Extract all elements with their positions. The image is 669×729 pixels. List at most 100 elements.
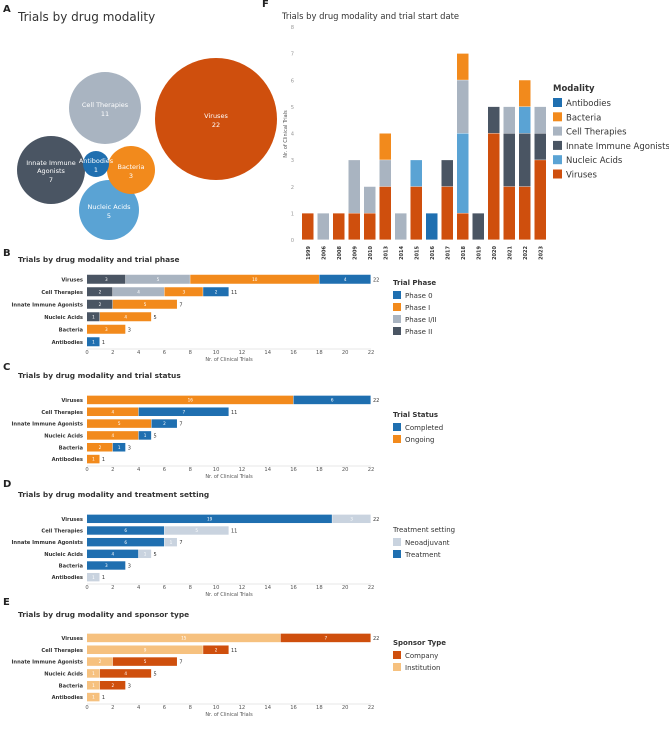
bar-viruses-phase-i-ii (125, 274, 190, 284)
segment-label: 2 (99, 445, 102, 450)
f-y-tick: 8 (291, 25, 294, 31)
f-bar-2021-cell-therapies (503, 106, 515, 134)
f-y-axis-label: Nr. of Clinical Trials (283, 110, 289, 158)
segment-label: 3 (105, 563, 108, 568)
bar-innate-immune-agonists-completed (151, 419, 177, 428)
x-tick: 22 (368, 705, 375, 711)
bar-bacteria-phase-i (87, 324, 126, 334)
segment-label: 7 (324, 636, 327, 641)
bubble-circle-innate-immune-agonists (17, 136, 85, 204)
bar-antibodies-neoadjuvant (87, 572, 100, 582)
x-tick: 2 (111, 350, 114, 356)
x-tick: 20 (342, 350, 349, 356)
segment-label: 15 (181, 636, 187, 641)
f-bar-2009-viruses (348, 213, 360, 240)
f-bar-2015-viruses (410, 186, 422, 240)
f-x-tick-2016: 2016 (430, 245, 436, 259)
x-tick: 22 (368, 467, 375, 473)
legend-swatch-ongoing (393, 435, 401, 443)
category-label-innate-immune-agonists: Innate Immune Agonists (12, 302, 84, 308)
segment-label: 1 (92, 683, 95, 688)
bubble-label-viruses: Viruses (204, 112, 228, 120)
f-y-tick: 4 (291, 132, 295, 138)
segment-label: 1 (92, 314, 95, 319)
f-bar-2023-cell-therapies (534, 106, 546, 134)
x-tick: 12 (239, 705, 246, 711)
segment-label: 2 (215, 647, 218, 652)
segment-label: 2 (99, 302, 102, 307)
legend-item-institution: Institution (405, 664, 440, 672)
x-tick: 16 (290, 350, 297, 356)
segment-label: 2 (111, 683, 114, 688)
f-bar-2022-nucleic-acids (519, 106, 531, 134)
legend-title-b: Trial Phase (393, 279, 436, 287)
panel-b-title: Trials by drug modality and trial phase (18, 255, 180, 264)
total-label-innate-immune-agonists: 7 (179, 540, 182, 546)
category-label-antibodies: Antibodies (52, 575, 83, 581)
category-label-antibodies: Antibodies (52, 340, 83, 346)
f-bar-2010-viruses (364, 213, 376, 240)
segment-label: 1 (170, 540, 173, 545)
f-bar-2006-cell-therapies (317, 213, 329, 240)
bubble-label-nucleic-acids: Nucleic Acids (87, 203, 131, 211)
segment-label: 1 (92, 339, 95, 344)
x-tick: 16 (290, 467, 297, 473)
bar-nucleic-acids-ongoing (87, 431, 139, 440)
f-bar-1999-viruses (302, 213, 314, 240)
segment-label: 10 (252, 277, 258, 282)
bar-cell-therapies-institution (87, 645, 203, 655)
total-label-viruses: 22 (373, 517, 379, 523)
x-tick: 0 (85, 350, 88, 356)
f-bar-2013-bacteria (379, 133, 391, 160)
panel-a-title: Trials by drug modality (17, 10, 155, 24)
bubble-label-innate-immune-agonists: Agonists (37, 167, 65, 175)
x-tick: 10 (213, 350, 220, 356)
x-tick: 18 (316, 467, 323, 473)
f-bar-2018-cell-therapies (457, 80, 469, 134)
segment-label: 9 (144, 647, 147, 652)
f-bar-2017-viruses (441, 186, 453, 240)
legend-swatch-company (393, 651, 401, 659)
segment-label: 1 (144, 551, 147, 556)
f-bar-2023-viruses (534, 160, 546, 240)
segment-label: 1 (144, 433, 147, 438)
bar-antibodies-phase-0 (87, 337, 100, 347)
f-bar-2023-innate-immune-agonists (534, 133, 546, 160)
f-bar-2015-nucleic-acids (410, 160, 422, 187)
f-x-tick-2015: 2015 (414, 245, 420, 259)
category-label-viruses: Viruses (61, 636, 83, 642)
panel-letter-a: A (3, 4, 11, 15)
bar-cell-therapies-phase-i-ii (112, 287, 165, 297)
bar-cell-therapies-ongoing (87, 407, 139, 417)
f-bar-2020-innate-immune-agonists (488, 106, 500, 134)
bar-innate-immune-agonists-company (112, 657, 177, 666)
bubble-value-antibodies: 1 (94, 166, 98, 174)
f-legend-swatch-bacteria (553, 112, 562, 122)
f-bar-2021-viruses (503, 186, 515, 240)
bubble-value-viruses: 22 (212, 121, 220, 129)
segment-label: 6 (331, 398, 334, 403)
x-tick: 22 (368, 585, 375, 591)
legend-swatch-treatment (393, 550, 401, 558)
total-label-cell-therapies: 11 (231, 410, 237, 416)
x-tick: 18 (316, 705, 323, 711)
segment-label: 5 (195, 528, 198, 533)
category-label-nucleic-acids: Nucleic Acids (44, 552, 83, 558)
legend-title-d: Treatment setting (392, 526, 455, 534)
x-tick: 6 (163, 705, 166, 711)
segment-label: 2 (99, 659, 102, 664)
category-label-viruses: Viruses (61, 517, 83, 523)
category-label-antibodies: Antibodies (52, 695, 83, 701)
total-label-antibodies: 1 (102, 575, 105, 581)
bar-nucleic-acids-phase-ii (87, 312, 100, 322)
x-tick: 6 (163, 467, 166, 473)
total-label-bacteria: 3 (128, 445, 131, 451)
total-label-nucleic-acids: 5 (154, 552, 157, 558)
category-label-viruses: Viruses (61, 277, 83, 283)
x-tick: 4 (137, 350, 141, 356)
category-label-bacteria: Bacteria (59, 327, 84, 333)
bar-cell-therapies-neoadjuvant (164, 526, 229, 535)
segment-label: 3 (182, 289, 185, 294)
